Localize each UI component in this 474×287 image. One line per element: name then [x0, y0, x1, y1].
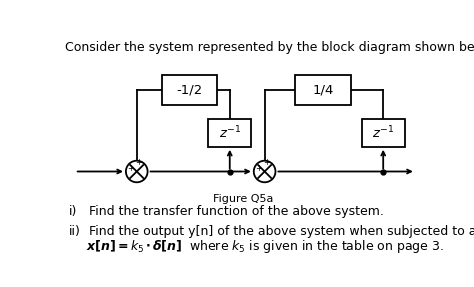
Text: $z^{-1}$: $z^{-1}$	[372, 125, 394, 141]
FancyBboxPatch shape	[362, 119, 405, 147]
Text: Find the transfer function of the above system.: Find the transfer function of the above …	[89, 205, 383, 218]
Text: $z^{-1}$: $z^{-1}$	[219, 125, 241, 141]
Circle shape	[254, 161, 275, 182]
Text: Figure Q5a: Figure Q5a	[213, 194, 273, 204]
Text: $\boldsymbol{x}$$\boldsymbol{[n] = k_5 \cdot \delta[n]}$  where $k_5$ is given i: $\boldsymbol{x}$$\boldsymbol{[n] = k_5 \…	[86, 238, 444, 255]
Text: +: +	[264, 158, 270, 167]
Text: +: +	[128, 164, 134, 173]
Text: Find the output y[n] of the above system when subjected to an input: Find the output y[n] of the above system…	[89, 225, 474, 238]
Circle shape	[126, 161, 147, 182]
Text: 1/4: 1/4	[312, 84, 333, 96]
Text: ii): ii)	[69, 225, 81, 238]
Text: +: +	[255, 164, 262, 173]
Text: -1/2: -1/2	[176, 84, 202, 96]
FancyBboxPatch shape	[208, 119, 251, 147]
Text: Consider the system represented by the block diagram shown below:: Consider the system represented by the b…	[65, 40, 474, 54]
Text: +: +	[136, 158, 142, 167]
FancyBboxPatch shape	[162, 75, 218, 104]
FancyBboxPatch shape	[295, 75, 351, 104]
Text: i): i)	[69, 205, 77, 218]
